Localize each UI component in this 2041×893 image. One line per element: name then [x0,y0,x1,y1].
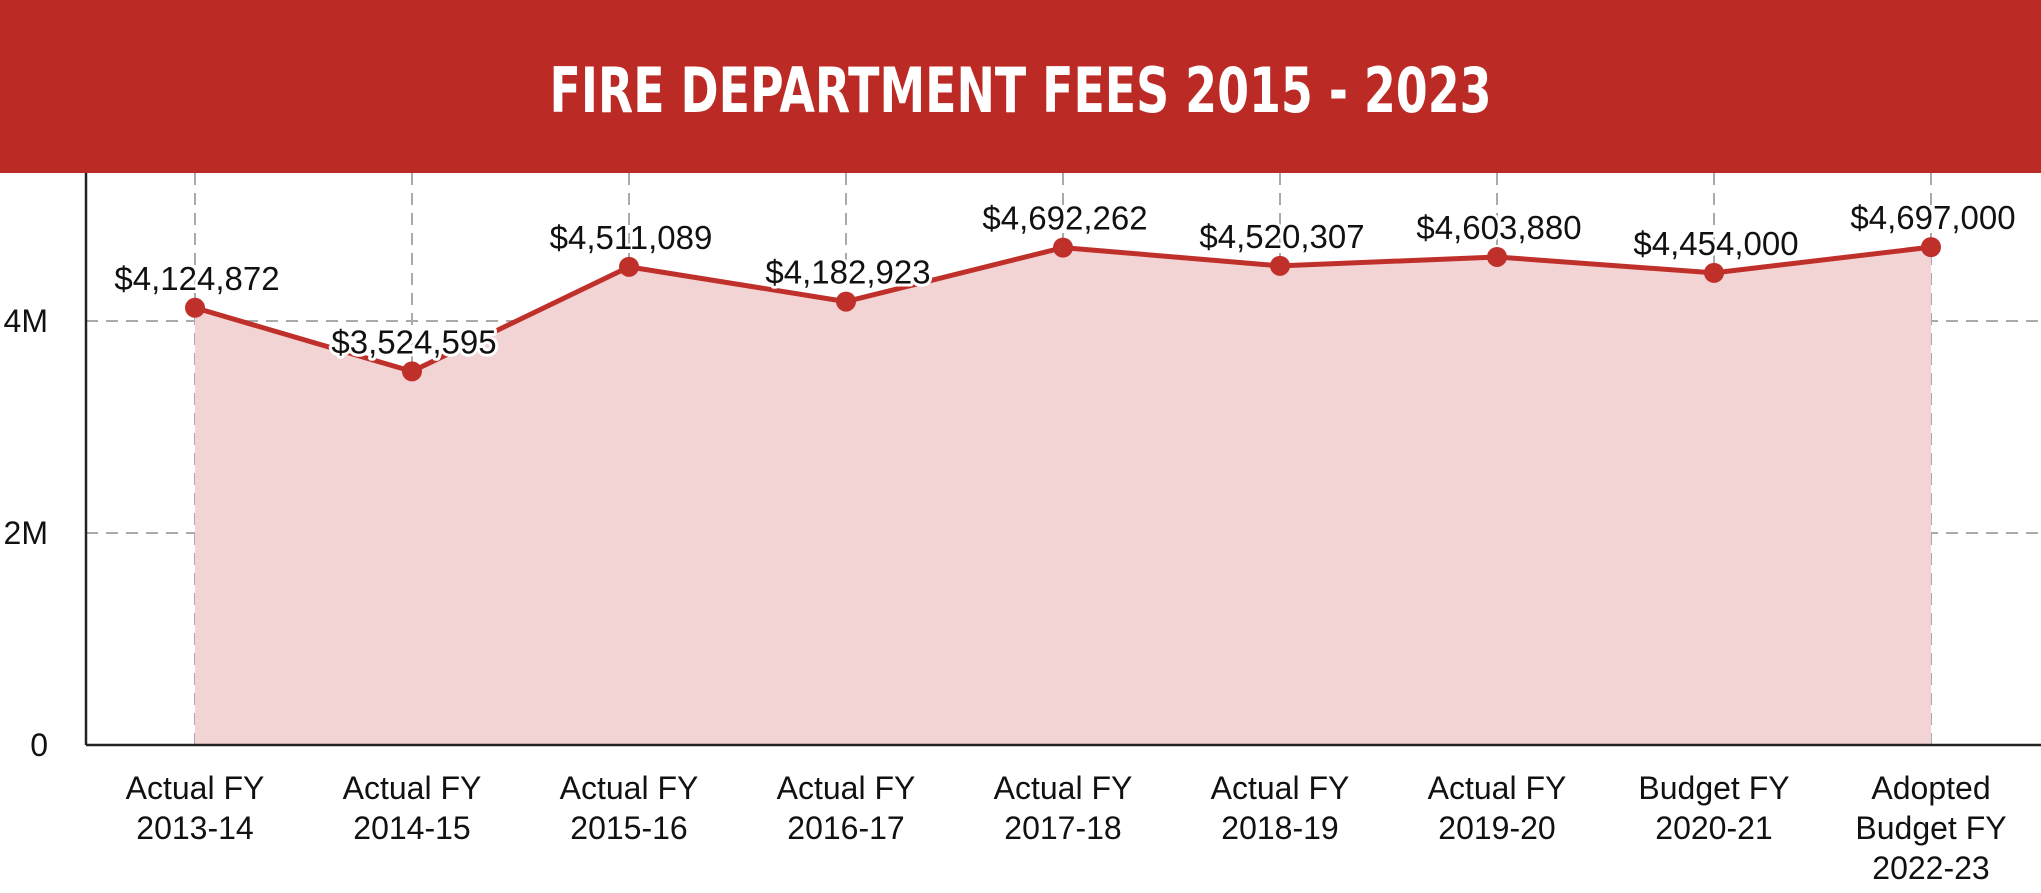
area-fill-path [195,247,1931,746]
data-point [185,297,205,318]
x-category-label-line: 2014-15 [353,810,470,846]
x-category-label-line: Budget FY [1855,810,2006,846]
data-label: $4,124,872 [114,260,279,297]
x-category-label: Actual FY 2016-17 [777,770,916,846]
data-point [1487,246,1507,267]
data-point [1921,237,1941,258]
x-category-label: Actual FY 2014-15 [343,770,482,846]
x-category-label: Budget FY 2020-21 [1638,770,1789,846]
x-category-label: Actual FY 2017-18 [994,770,1133,846]
x-category-label-line: Actual FY [777,770,916,806]
data-label: $4,454,000 [1633,225,1798,262]
data-label: $4,692,262 [982,200,1147,237]
x-category-label-line: Actual FY [126,770,265,806]
chart-title: FIRE DEPARTMENT FEES 2015 - 2023 [549,54,1492,127]
data-point [619,256,639,277]
x-category-label-line: 2022-23 [1872,850,1989,886]
x-category-label: Actual FY 2018-19 [1211,770,1350,846]
chart-header: FIRE DEPARTMENT FEES 2015 - 2023 [0,0,2041,173]
data-point [836,291,856,312]
x-category-label: Actual FY 2013-14 [126,770,265,846]
data-label: $4,511,089 [550,219,713,256]
x-category-label-line: 2020-21 [1655,810,1772,846]
data-label: $4,697,000 [1850,199,2015,236]
x-category-label-line: Actual FY [1211,770,1350,806]
data-label: $4,520,307 [1199,218,1364,255]
x-category-label-line: Actual FY [1428,770,1567,806]
axes [84,173,2041,747]
data-point [402,361,422,382]
x-category-label-line: Actual FY [343,770,482,806]
x-category-label: Actual FY 2019-20 [1428,770,1567,846]
y-tick-labels: 0 2M 4M [4,303,48,763]
data-label: $4,182,923 [765,254,930,291]
x-category-label-line: Budget FY [1638,770,1789,806]
y-tick-label: 0 [30,727,48,763]
y-tick-label: 4M [4,303,48,339]
data-labels: $4,124,872 $3,524,595 $4,511,089 $4,182,923… [111,196,2018,363]
data-point [1053,237,1073,258]
data-point [1704,262,1724,283]
x-category-label-line: 2015-16 [570,810,687,846]
x-category-label: Adopted Budget FY 2022-23 [1855,770,2006,886]
area-fill [195,247,1931,746]
x-category-label: Actual FY 2015-16 [560,770,699,846]
y-tick-label: 2M [4,515,48,551]
x-category-label-line: Actual FY [994,770,1133,806]
x-category-label-line: 2019-20 [1438,810,1555,846]
x-category-label-line: 2017-18 [1004,810,1121,846]
data-label: $3,524,595 [331,323,496,360]
x-category-label-line: Actual FY [560,770,699,806]
area-chart: $4,124,872 $3,524,595 $4,511,089 $4,182,923… [4,173,2041,886]
x-category-label-line: 2016-17 [787,810,904,846]
data-point [1270,255,1290,276]
x-category-label-line: Adopted [1871,770,1990,806]
data-label: $4,603,880 [1416,209,1581,246]
data-points [185,237,1941,382]
x-category-label-line: 2018-19 [1221,810,1338,846]
x-category-label-line: 2013-14 [136,810,253,846]
